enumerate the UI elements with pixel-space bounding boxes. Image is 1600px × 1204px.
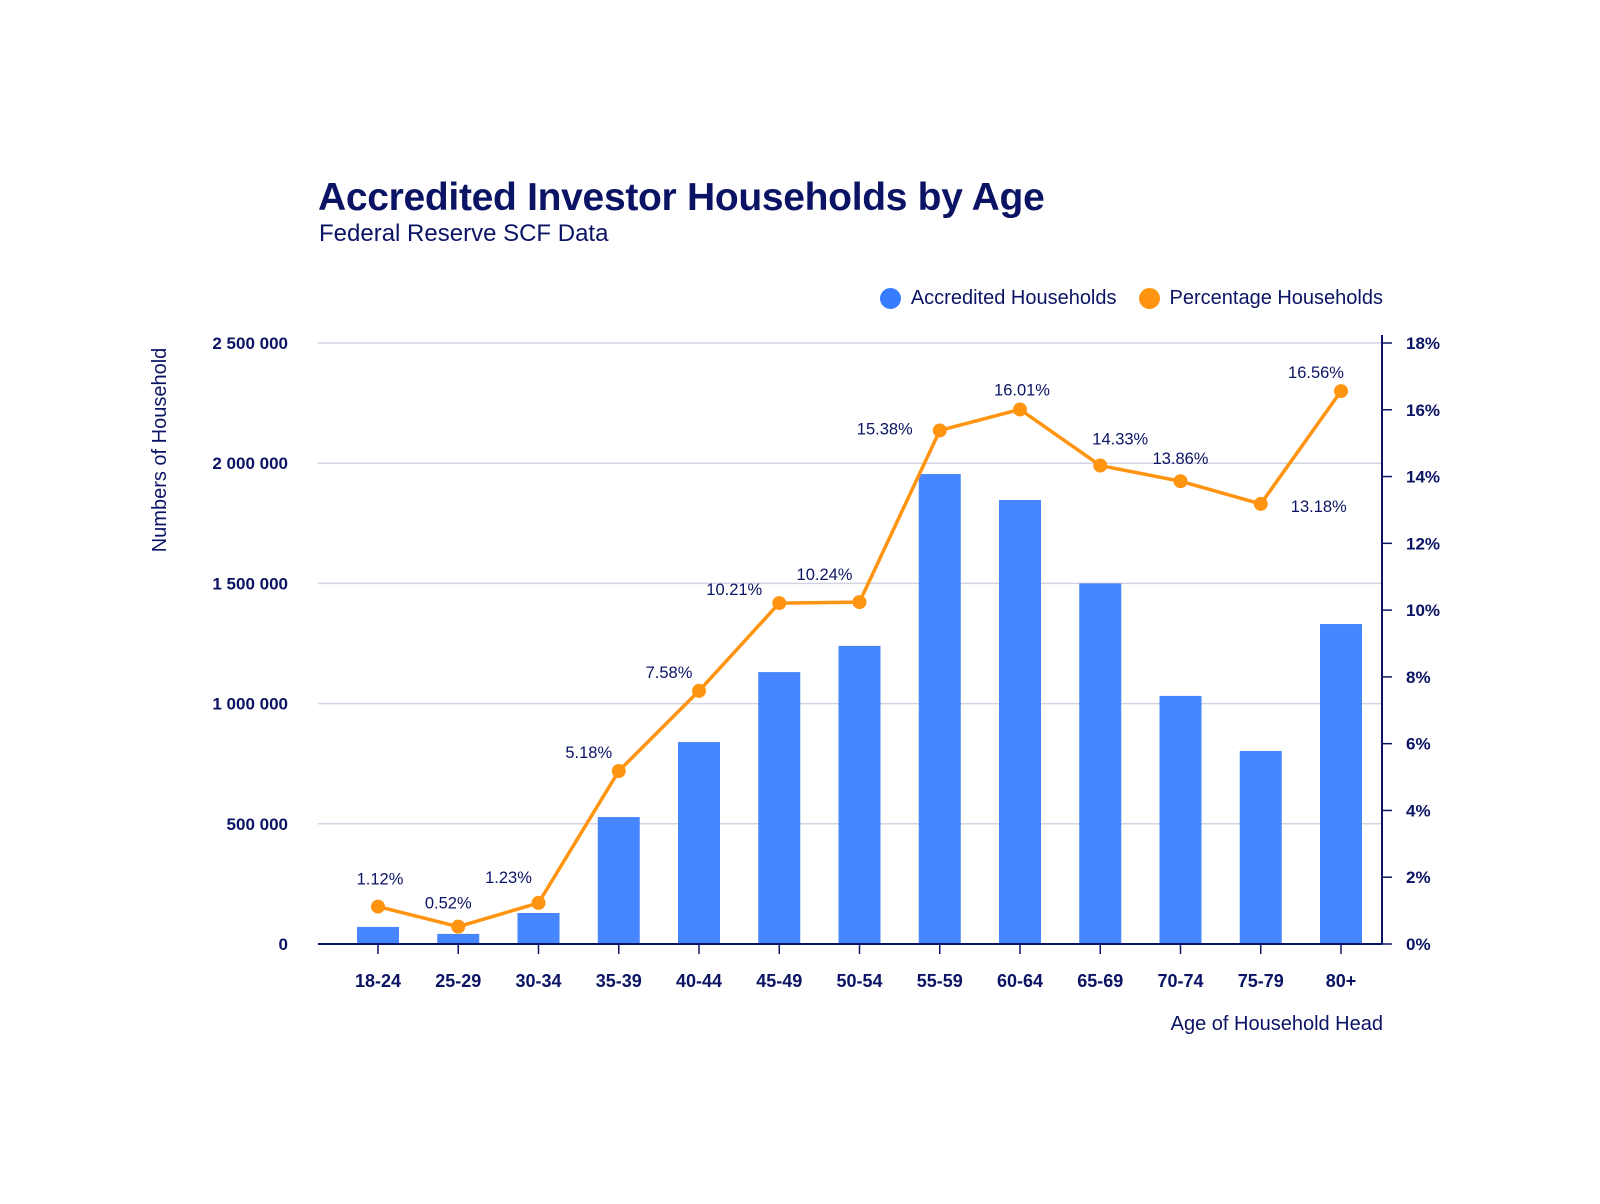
- x-tick-label: 50-54: [836, 971, 882, 991]
- data-label: 13.18%: [1291, 498, 1347, 516]
- y-right-tick-label: 10%: [1406, 601, 1440, 620]
- x-tick-label: 45-49: [756, 971, 802, 991]
- y-right-tick-label: 14%: [1406, 468, 1440, 487]
- legend-marker-line-icon: [1138, 288, 1160, 309]
- line-point-75-79: [1253, 496, 1268, 511]
- bar-35-39: [597, 817, 640, 944]
- x-tick-label: 25-29: [435, 971, 481, 991]
- bar-25-29: [437, 933, 480, 944]
- x-tick-label: 30-34: [515, 971, 561, 991]
- y-right-tick-label: 6%: [1406, 735, 1431, 754]
- line-point-70-74: [1173, 474, 1188, 489]
- line-point-45-49: [772, 596, 787, 611]
- y-left-tick-label: 0: [279, 935, 288, 954]
- line-point-65-69: [1093, 458, 1108, 473]
- x-tick-label: 75-79: [1238, 971, 1284, 991]
- x-tick-label: 60-64: [997, 971, 1043, 991]
- data-label: 14.33%: [1092, 431, 1148, 449]
- y-right-tick-label: 4%: [1406, 801, 1431, 820]
- y-right-tick-label: 12%: [1406, 534, 1440, 553]
- bar-75-79: [1239, 750, 1282, 944]
- data-label: 16.01%: [994, 381, 1050, 399]
- legend: Accredited Households Percentage Househo…: [879, 287, 1383, 310]
- x-axis-title: Age of Household Head: [1171, 1013, 1383, 1035]
- data-label: 7.58%: [646, 664, 693, 682]
- legend-label: Percentage Households: [1169, 287, 1383, 309]
- y-axis-title: Numbers of Household: [149, 348, 171, 553]
- data-label: 5.18%: [565, 744, 612, 762]
- x-tick-label: 35-39: [596, 971, 642, 991]
- line-point-35-39: [611, 764, 626, 779]
- x-tick-label: 18-24: [355, 971, 401, 991]
- line-point-50-54: [852, 595, 867, 610]
- line-point-80+: [1334, 384, 1348, 399]
- x-tick-label: 80+: [1326, 971, 1357, 991]
- x-tick-label: 55-59: [917, 971, 963, 991]
- bar-60-64: [999, 499, 1041, 944]
- chart-title: Accredited Investor Households by Age: [318, 176, 1045, 219]
- axes: 0 500 000 1 000 000 1 500 000 2 000 000 2 500…: [212, 334, 1440, 991]
- legend-marker-bar-icon: [879, 288, 901, 309]
- data-label: 10.21%: [706, 581, 762, 599]
- y-left-tick-label: 2 500 000: [212, 334, 288, 353]
- x-tick-label: 65-69: [1077, 971, 1123, 991]
- data-labels: 1.12% 0.52% 1.23% 5.18% 7.58% 10.21% 10.24% 15.…: [357, 364, 1347, 913]
- legend-item-percentage-households[interactable]: Percentage Households: [1138, 287, 1383, 310]
- line-point-25-29: [451, 919, 466, 934]
- legend-item-accredited-households[interactable]: Accredited Households: [879, 287, 1117, 310]
- bar-30-34: [517, 912, 560, 944]
- bar-65-69: [1079, 583, 1122, 944]
- line-point-18-24: [371, 899, 385, 914]
- data-label: 0.52%: [425, 895, 472, 913]
- data-label: 1.12%: [357, 871, 404, 889]
- bar-18-24: [357, 926, 399, 944]
- y-right-tick-label: 0%: [1406, 935, 1431, 954]
- legend-label: Accredited Households: [910, 287, 1117, 309]
- line-point-60-64: [1013, 402, 1027, 417]
- data-label: 15.38%: [857, 420, 913, 438]
- bar-series: [357, 474, 1362, 944]
- data-label: 10.24%: [797, 566, 853, 584]
- bar-55-59: [918, 474, 961, 944]
- y-right-tick-label: 16%: [1406, 401, 1440, 420]
- y-left-tick-label: 1 500 000: [212, 574, 288, 593]
- x-tick-label: 40-44: [676, 971, 722, 991]
- line-series: [371, 384, 1348, 934]
- x-tick-label: 70-74: [1157, 971, 1203, 991]
- line-point-30-34: [531, 895, 546, 910]
- data-label: 16.56%: [1288, 364, 1344, 382]
- bar-45-49: [758, 672, 801, 944]
- bar-50-54: [838, 645, 881, 944]
- y-right-tick-label: 18%: [1406, 334, 1440, 353]
- y-right-tick-label: 8%: [1406, 668, 1431, 687]
- y-left-tick-label: 500 000: [227, 815, 288, 834]
- line-point-40-44: [692, 683, 706, 698]
- data-label: 13.86%: [1153, 450, 1209, 468]
- y-left-tick-label: 1 000 000: [212, 695, 288, 714]
- data-label: 1.23%: [485, 869, 532, 887]
- bar-80+: [1320, 624, 1362, 944]
- chart-subtitle: Federal Reserve SCF Data: [319, 220, 609, 247]
- line-point-55-59: [932, 423, 947, 438]
- y-right-tick-label: 2%: [1406, 868, 1431, 887]
- bar-70-74: [1159, 695, 1202, 944]
- y-left-tick-label: 2 000 000: [212, 454, 288, 473]
- bar-40-44: [678, 742, 720, 944]
